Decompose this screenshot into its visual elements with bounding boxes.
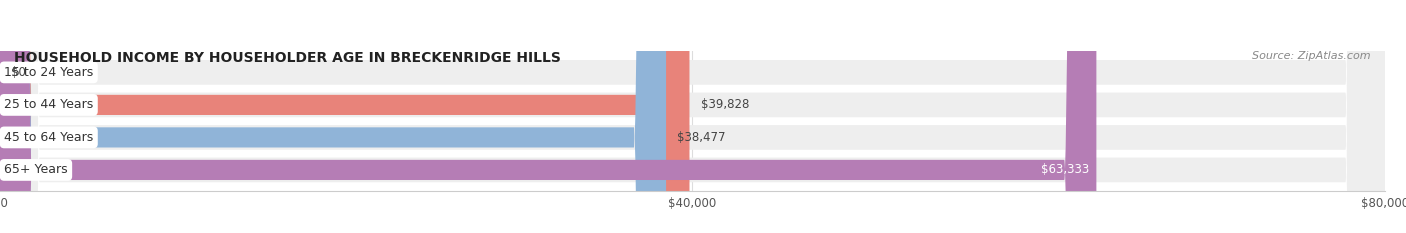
FancyBboxPatch shape <box>0 0 666 233</box>
Text: $38,477: $38,477 <box>678 131 725 144</box>
Text: HOUSEHOLD INCOME BY HOUSEHOLDER AGE IN BRECKENRIDGE HILLS: HOUSEHOLD INCOME BY HOUSEHOLDER AGE IN B… <box>14 51 561 65</box>
Text: $39,828: $39,828 <box>700 98 749 111</box>
Text: 45 to 64 Years: 45 to 64 Years <box>4 131 93 144</box>
Text: $0: $0 <box>11 66 25 79</box>
FancyBboxPatch shape <box>0 0 1097 233</box>
Text: 15 to 24 Years: 15 to 24 Years <box>4 66 93 79</box>
Text: 65+ Years: 65+ Years <box>4 163 67 176</box>
FancyBboxPatch shape <box>0 0 689 233</box>
Text: $63,333: $63,333 <box>1042 163 1090 176</box>
Text: 25 to 44 Years: 25 to 44 Years <box>4 98 93 111</box>
Text: Source: ZipAtlas.com: Source: ZipAtlas.com <box>1253 51 1371 61</box>
